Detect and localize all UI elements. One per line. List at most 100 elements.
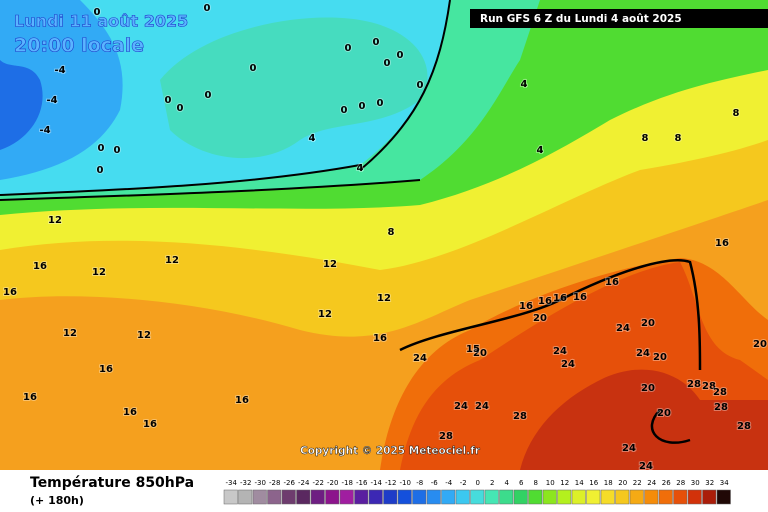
field-darkblue [0,60,43,150]
scale-swatch [499,489,514,505]
isotherm-label: 15 [466,344,480,355]
scale-swatch [310,489,325,505]
scale-swatch [629,489,644,505]
isotherm-label: 8 [675,133,682,144]
isotherm-label: 24 [413,353,427,364]
scale-label: -18 [342,479,353,487]
isotherm-label: 4 [521,79,528,90]
scale-swatch [484,489,499,505]
isotherm-label: 4 [309,133,316,144]
scale-label: 14 [575,479,584,487]
scale-swatch [223,489,238,505]
scale-label: 32 [705,479,714,487]
scale-label: -26 [284,479,296,487]
isotherm-label: 28 [702,381,716,392]
isotherm-label: 28 [513,411,527,422]
scale-swatch [557,489,572,505]
isotherm-label: 24 [622,443,636,454]
scale-swatch [513,489,528,505]
scale-label: 28 [676,479,685,487]
scale-swatch [644,489,659,505]
isotherm-label: 0 [98,143,105,154]
scale-swatch [528,489,543,505]
map-field [0,0,768,470]
scale-swatch [267,489,282,505]
isotherm-label: 8 [733,108,740,119]
isotherm-label: 16 [143,419,157,430]
scale-label: 2 [490,479,494,487]
scale-label: 26 [662,479,671,487]
isotherm-label: 0 [205,90,212,101]
scale-label: 20 [618,479,627,487]
isotherm-label: 0 [204,3,211,14]
scale-label: -30 [255,479,266,487]
scale-swatch [673,489,688,505]
scale-swatch [339,489,354,505]
isotherm-label: -4 [54,65,65,76]
field-blue [0,0,123,180]
field-darkred [520,369,768,470]
scale-swatch [426,489,441,505]
lead-time: (+ 180h) [30,494,84,507]
scale-label: -22 [313,479,324,487]
isotherm-label: 0 [250,63,257,74]
scale-label: -10 [400,479,411,487]
scale-label: -28 [269,479,280,487]
scale-label: -4 [445,479,453,487]
isotherm-0 [0,0,451,201]
scale-label: -32 [240,479,251,487]
isotherm-label: 12 [318,309,332,320]
isotherm-label: 20 [641,383,655,394]
run-banner [470,9,768,28]
isotherm-label: 0 [359,101,366,112]
scale-label: 6 [519,479,524,487]
isotherm-label: 16 [715,238,729,249]
scale-swatch [586,489,601,505]
scale-label: -12 [385,479,396,487]
isotherm-label: 16 [99,364,113,375]
scale-label: -16 [356,479,368,487]
isotherm-label: 28 [713,387,727,398]
isotherm-label: 0 [177,103,184,114]
color-scale: -34 -32 -30 -28 -26 -24 -22 -20 -18 -16 -14 -12 -10-… [223,479,731,505]
isotherm-label: 0 [377,98,384,109]
isotherm-label: 16 [553,293,567,304]
isotherm-label: 16 [373,333,387,344]
scale-swatch [238,489,253,505]
isotherm-label: -4 [39,125,50,136]
isotherm-label: 12 [377,293,391,304]
scale-label: -24 [298,479,310,487]
isotherm-label: 20 [653,352,667,363]
scale-swatch [542,489,557,505]
scale-label: -6 [431,479,439,487]
isotherm-label: 12 [63,328,77,339]
run-info: Run GFS 6 Z du Lundi 4 août 2025 [480,13,682,25]
isotherm-label: 28 [439,431,453,442]
scale-label: 24 [647,479,656,487]
isotherm-label: 0 [341,105,348,116]
scale-label: -8 [416,479,423,487]
scale-swatch [615,489,630,505]
isotherm-label: 0 [384,58,391,69]
scale-swatch [412,489,427,505]
isotherm-label: 16 [23,392,37,403]
isotherm-label: 24 [636,348,650,359]
scale-swatch [455,489,470,505]
scale-swatch [397,489,412,505]
isotherm-label: 20 [641,318,655,329]
isotherm-label: 8 [642,133,649,144]
isotherm-label: 0 [373,37,380,48]
isotherm-label: 20 [657,408,671,419]
scale-swatch [383,489,398,505]
isotherm-label: 16 [519,301,533,312]
isotherm-label: 16 [33,261,47,272]
isotherm-label: 24 [454,401,468,412]
isotherm-label: 20 [533,313,547,324]
scale-label: 12 [560,479,569,487]
scale-label: 16 [589,479,598,487]
scale-label: 10 [546,479,555,487]
isotherm-label: 16 [573,292,587,303]
isotherm-label: 16 [3,287,17,298]
